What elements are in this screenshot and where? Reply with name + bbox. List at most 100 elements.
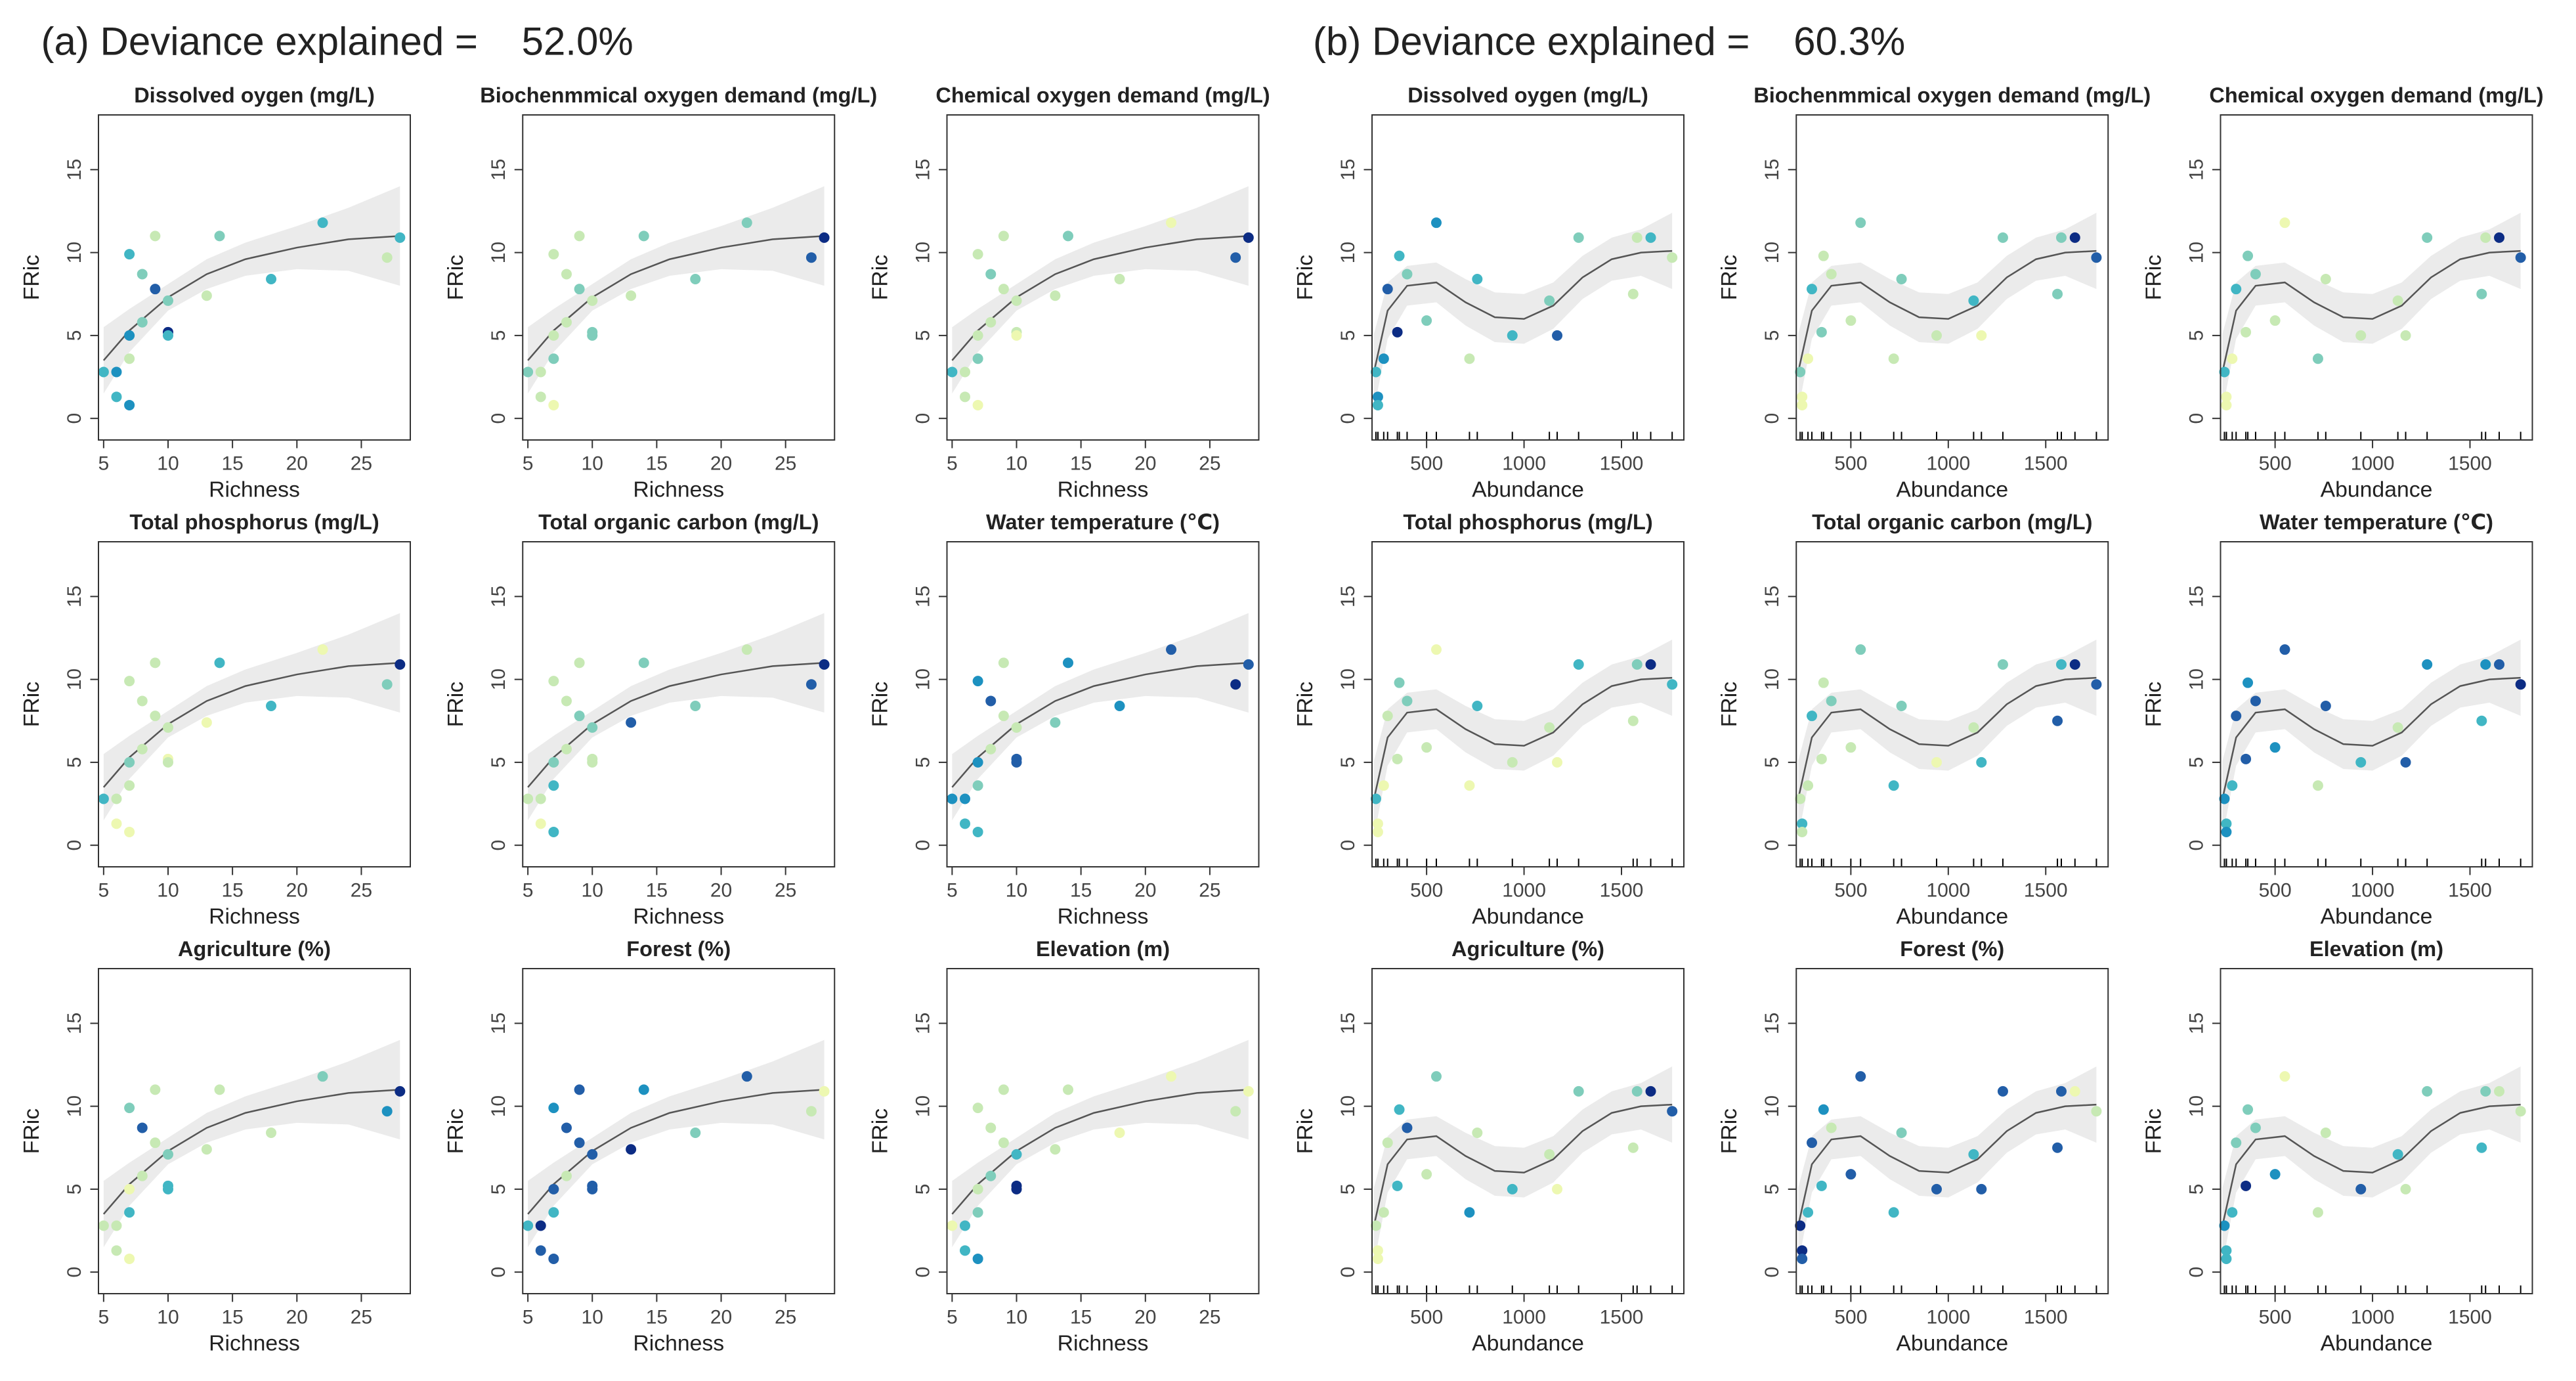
point (561, 743, 572, 755)
point (959, 391, 970, 403)
point (1931, 1183, 1943, 1195)
point (574, 230, 585, 242)
plot-frame (2220, 540, 2533, 867)
y-axis-label: FRic (1717, 255, 1742, 300)
point (2480, 1085, 2491, 1097)
y-tick-label: 5 (1337, 330, 1359, 341)
plot-frame (1795, 540, 2109, 867)
x-tick-label: 15 (221, 1306, 243, 1328)
confidence-band (2222, 640, 2521, 837)
x-tick-label: 1000 (1502, 452, 1546, 474)
confidence-band (103, 1040, 400, 1248)
point (972, 1253, 983, 1264)
confidence-band (1798, 213, 2097, 410)
y-tick-label: 10 (2185, 1095, 2207, 1117)
point (972, 780, 983, 791)
x-tick-label: 10 (582, 1306, 603, 1328)
plot-frame (98, 540, 412, 867)
x-tick-label: 500 (2259, 1306, 2292, 1328)
point (1382, 284, 1393, 295)
point (561, 317, 572, 328)
point (1507, 330, 1518, 341)
point (638, 657, 649, 669)
x-tick-label: 20 (286, 452, 308, 474)
point (150, 1084, 161, 1095)
y-tick-label: 15 (1337, 1013, 1359, 1034)
y-tick-label: 5 (488, 757, 509, 768)
x-tick-label: 15 (646, 452, 668, 474)
x-axis-label: Richness (633, 477, 724, 502)
point (124, 399, 135, 410)
point (985, 695, 997, 707)
point (162, 1149, 173, 1160)
y-tick-label: 0 (912, 413, 934, 424)
x-tick-label: 25 (1199, 879, 1220, 901)
fit-line (1373, 676, 1673, 799)
point (1063, 657, 1074, 669)
x-tick-label: 1000 (2351, 1306, 2395, 1328)
point (1627, 288, 1639, 299)
point (2320, 701, 2331, 712)
point (2231, 711, 2242, 722)
y-tick-label: 5 (488, 1184, 509, 1195)
y-tick-label: 10 (2185, 669, 2207, 690)
panel-title: Total phosphorus (mg/L) (129, 510, 379, 534)
x-tick-label: 1500 (2024, 1306, 2068, 1328)
point (587, 722, 598, 733)
x-axis-label: Abundance (1472, 904, 1584, 929)
point (1627, 1142, 1639, 1153)
point (2221, 826, 2232, 837)
point (1394, 1104, 1405, 1115)
point (1627, 715, 1639, 726)
point (111, 1245, 122, 1256)
point (1464, 353, 1475, 364)
point (1166, 217, 1177, 229)
point (2312, 780, 2323, 791)
x-tick-label: 500 (1410, 452, 1443, 474)
y-tick-label: 10 (1337, 1095, 1359, 1117)
point (162, 756, 173, 768)
point (2056, 1085, 2067, 1097)
point (2231, 1137, 2242, 1149)
x-tick-label: 500 (1834, 1306, 1867, 1328)
point (1544, 1149, 1555, 1160)
panel-title: Total organic carbon (mg/L) (1812, 510, 2092, 534)
point (137, 269, 148, 280)
x-tick-label: 5 (523, 879, 534, 901)
point (548, 780, 559, 791)
point (998, 1137, 1009, 1149)
point (805, 679, 817, 690)
y-tick-label: 5 (1337, 757, 1359, 768)
point (2221, 1245, 2232, 1256)
point (2219, 1220, 2230, 1231)
x-tick-label: 15 (221, 452, 243, 474)
x-tick-label: 1000 (1926, 452, 1970, 474)
fit-line (2222, 250, 2521, 372)
point (214, 230, 225, 242)
point (548, 1253, 559, 1264)
point (1807, 711, 1818, 722)
x-axis-label: Abundance (1472, 1330, 1584, 1355)
point (972, 353, 983, 364)
point (2241, 326, 2252, 338)
fit-line (1373, 1103, 1673, 1226)
point (972, 1207, 983, 1218)
x-tick-label: 25 (351, 452, 372, 474)
point (1421, 315, 1432, 326)
x-tick-label: 5 (947, 879, 958, 901)
point (959, 818, 970, 829)
x-tick-label: 10 (157, 452, 179, 474)
y-axis-label: FRic (1293, 255, 1318, 300)
y-tick-label: 15 (1337, 159, 1359, 181)
point (2392, 722, 2403, 733)
point (548, 1103, 559, 1114)
point (741, 644, 752, 655)
point (214, 657, 225, 669)
point (2494, 1085, 2505, 1097)
y-axis-label: FRic (867, 682, 892, 727)
x-tick-label: 10 (1006, 879, 1027, 901)
point (2392, 295, 2403, 306)
point (972, 330, 983, 341)
point (1826, 269, 1837, 280)
x-tick-label: 5 (947, 452, 958, 474)
